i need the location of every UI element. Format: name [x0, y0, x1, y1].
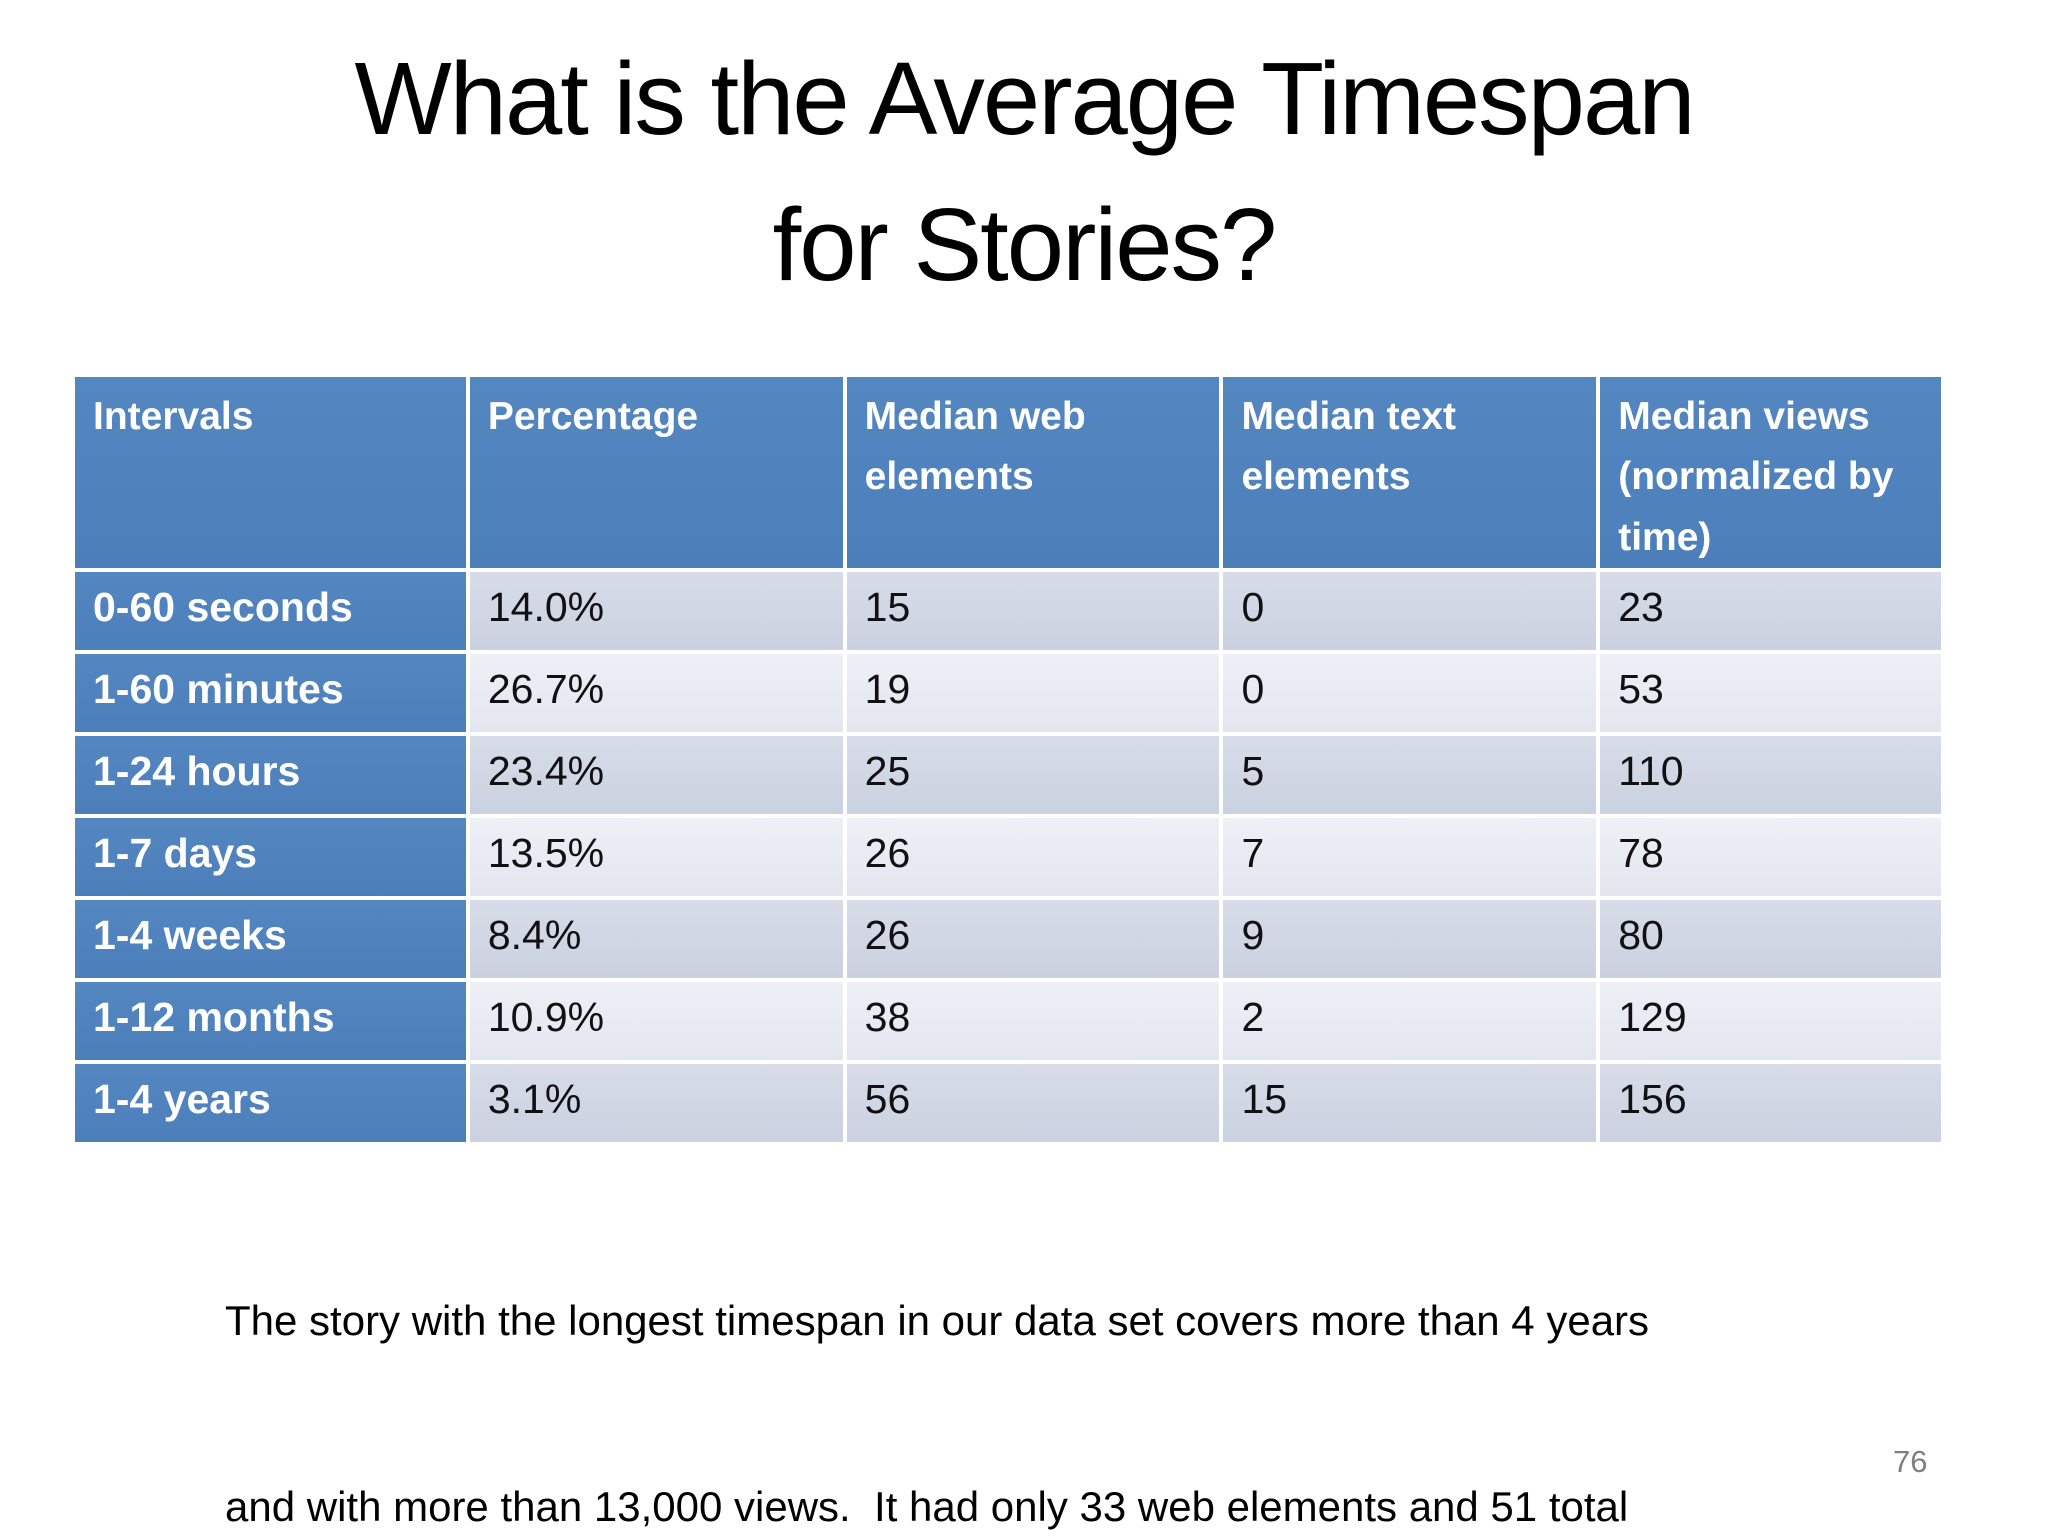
table-cell: 26 — [846, 900, 1220, 979]
table-cell: 53 — [1600, 654, 1941, 733]
table-cell: 38 — [846, 982, 1220, 1061]
table-row: 1-7 days 13.5% 26 7 78 — [75, 818, 1941, 897]
table-cell: 3.1% — [469, 1064, 843, 1143]
row-label: 1-60 minutes — [75, 654, 466, 733]
timespan-table: Intervals Percentage Median web elements Me… — [71, 373, 1945, 1146]
column-header: Median views (normalized by time) — [1600, 377, 1941, 569]
table-row: 1-4 years 3.1% 56 15 156 — [75, 1064, 1941, 1143]
row-label: 1-4 weeks — [75, 900, 466, 979]
page-number: 76 — [1893, 1444, 1928, 1479]
table-cell: 156 — [1600, 1064, 1941, 1143]
table-cell: 14.0% — [469, 572, 843, 651]
column-header: Median text elements — [1223, 377, 1597, 569]
note-line: and with more than 13,000 views. It had … — [225, 1483, 1629, 1530]
table-row: 1-60 minutes 26.7% 19 0 53 — [75, 654, 1941, 733]
slide-title: What is the Average Timespan for Stories… — [0, 26, 2048, 319]
table-body: 0-60 seconds 14.0% 15 0 23 1-60 minutes 26.7% 1… — [75, 572, 1941, 1143]
table-row: 0-60 seconds 14.0% 15 0 23 — [75, 572, 1941, 651]
table-cell: 80 — [1600, 900, 1941, 979]
table-cell: 2 — [1223, 982, 1597, 1061]
slide-note: The story with the longest timespan in o… — [225, 1166, 1905, 1536]
table-cell: 0 — [1223, 654, 1597, 733]
slide-title-line2: for Stories? — [772, 187, 1278, 303]
row-label: 1-24 hours — [75, 736, 466, 815]
table-cell: 129 — [1600, 982, 1941, 1061]
table-cell: 9 — [1223, 900, 1597, 979]
table-cell: 10.9% — [469, 982, 843, 1061]
table-row: 1-4 weeks 8.4% 26 9 80 — [75, 900, 1941, 979]
table-cell: 5 — [1223, 736, 1597, 815]
table-cell: 56 — [846, 1064, 1220, 1143]
table-header-row: Intervals Percentage Median web elements Me… — [75, 377, 1941, 569]
table-cell: 15 — [846, 572, 1220, 651]
note-line: The story with the longest timespan in o… — [225, 1297, 1650, 1344]
table-cell: 7 — [1223, 818, 1597, 897]
table-cell: 26 — [846, 818, 1220, 897]
table-cell: 25 — [846, 736, 1220, 815]
table-row: 1-12 months 10.9% 38 2 129 — [75, 982, 1941, 1061]
table-cell: 78 — [1600, 818, 1941, 897]
table-cell: 23 — [1600, 572, 1941, 651]
row-label: 1-12 months — [75, 982, 466, 1061]
table-cell: 0 — [1223, 572, 1597, 651]
row-label: 1-7 days — [75, 818, 466, 897]
table-cell: 15 — [1223, 1064, 1597, 1143]
column-header: Percentage — [469, 377, 843, 569]
slide-title-line1: What is the Average Timespan — [354, 41, 1695, 156]
table-row: 1-24 hours 23.4% 25 5 110 — [75, 736, 1941, 815]
row-label: 0-60 seconds — [75, 572, 466, 651]
table-cell: 23.4% — [469, 736, 843, 815]
row-label: 1-4 years — [75, 1064, 466, 1143]
table-cell: 110 — [1600, 736, 1941, 815]
table-cell: 13.5% — [469, 818, 843, 897]
column-header: Intervals — [75, 377, 466, 569]
table-cell: 19 — [846, 654, 1220, 733]
table-cell: 8.4% — [469, 900, 843, 979]
table-cell: 26.7% — [469, 654, 843, 733]
column-header: Median web elements — [846, 377, 1220, 569]
